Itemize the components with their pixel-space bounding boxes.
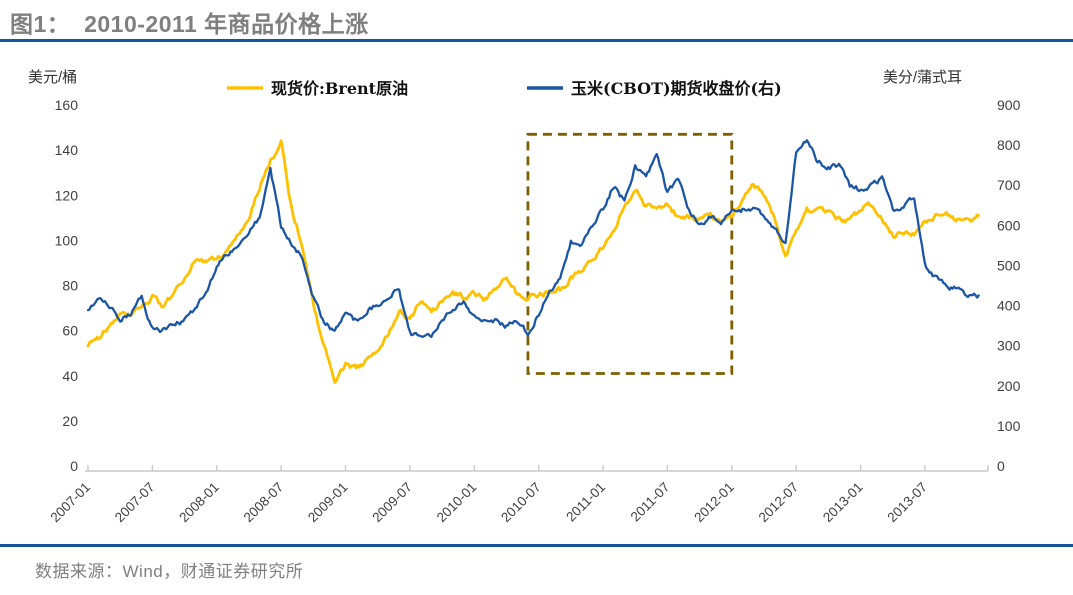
legend-label-brent: 现货价:Brent原油 (271, 79, 408, 98)
left-axis-tick-label: 0 (70, 458, 78, 474)
left-axis-tick-label: 60 (62, 323, 78, 339)
right-axis-tick-label: 200 (997, 378, 1021, 394)
left-axis-tick-label: 20 (62, 413, 78, 429)
title-divider (0, 39, 1073, 42)
right-axis-tick-label: 900 (997, 97, 1021, 113)
x-axis-label: 2007-01 (47, 480, 93, 526)
footer-divider (0, 544, 1073, 547)
x-axis-label: 2013-01 (820, 480, 866, 526)
left-axis-tick-label: 80 (62, 278, 78, 294)
x-axis-label: 2012-01 (691, 480, 737, 526)
x-axis-label: 2010-07 (498, 480, 544, 526)
right-axis-tick-label: 500 (997, 257, 1021, 273)
figure-title: 图1： 2010-2011 年商品价格上涨 (10, 11, 369, 37)
left-axis-tick-label: 40 (62, 368, 78, 384)
x-axis-label: 2008-01 (176, 480, 222, 526)
left-axis-tick-label: 160 (55, 97, 79, 113)
x-axis-label: 2007-07 (112, 480, 158, 526)
right-axis-tick-label: 0 (997, 458, 1005, 474)
right-axis-tick-label: 100 (997, 418, 1021, 434)
x-axis-label: 2010-01 (434, 480, 480, 526)
legend-label-corn: 玉米(CBOT)期货收盘价(右) (571, 79, 782, 98)
x-axis-label: 2008-07 (241, 480, 287, 526)
left-axis-tick-label: 120 (55, 187, 79, 203)
left-axis-unit-label: 美元/桶 (28, 69, 77, 86)
brent-spot-price-line (86, 139, 980, 384)
right-axis-unit-label: 美分/蒲式耳 (883, 69, 962, 86)
x-axis-label: 2009-07 (369, 480, 415, 526)
right-axis-tick-label: 400 (997, 298, 1021, 314)
commodity-price-chart: 美元/桶 美分/蒲式耳160140120100806040200900800700… (28, 69, 1021, 526)
right-axis-tick-label: 600 (997, 217, 1021, 233)
left-axis-tick-label: 140 (55, 142, 79, 158)
right-axis-tick-label: 700 (997, 177, 1021, 193)
highlight-box-2010-2011 (526, 132, 734, 375)
right-axis-tick-label: 300 (997, 338, 1021, 354)
x-axis-label: 2011-07 (628, 480, 673, 525)
data-source: 数据来源：Wind，财通证券研究所 (35, 562, 304, 581)
corn-cbot-futures-line (86, 139, 980, 339)
left-axis-tick-label: 100 (55, 232, 79, 248)
x-axis-label: 2012-07 (756, 480, 802, 526)
x-axis-label: 2013-07 (884, 480, 930, 526)
x-axis-label: 2009-01 (305, 480, 351, 526)
right-axis-tick-label: 800 (997, 137, 1021, 153)
x-axis-label: 2011-01 (563, 480, 608, 525)
